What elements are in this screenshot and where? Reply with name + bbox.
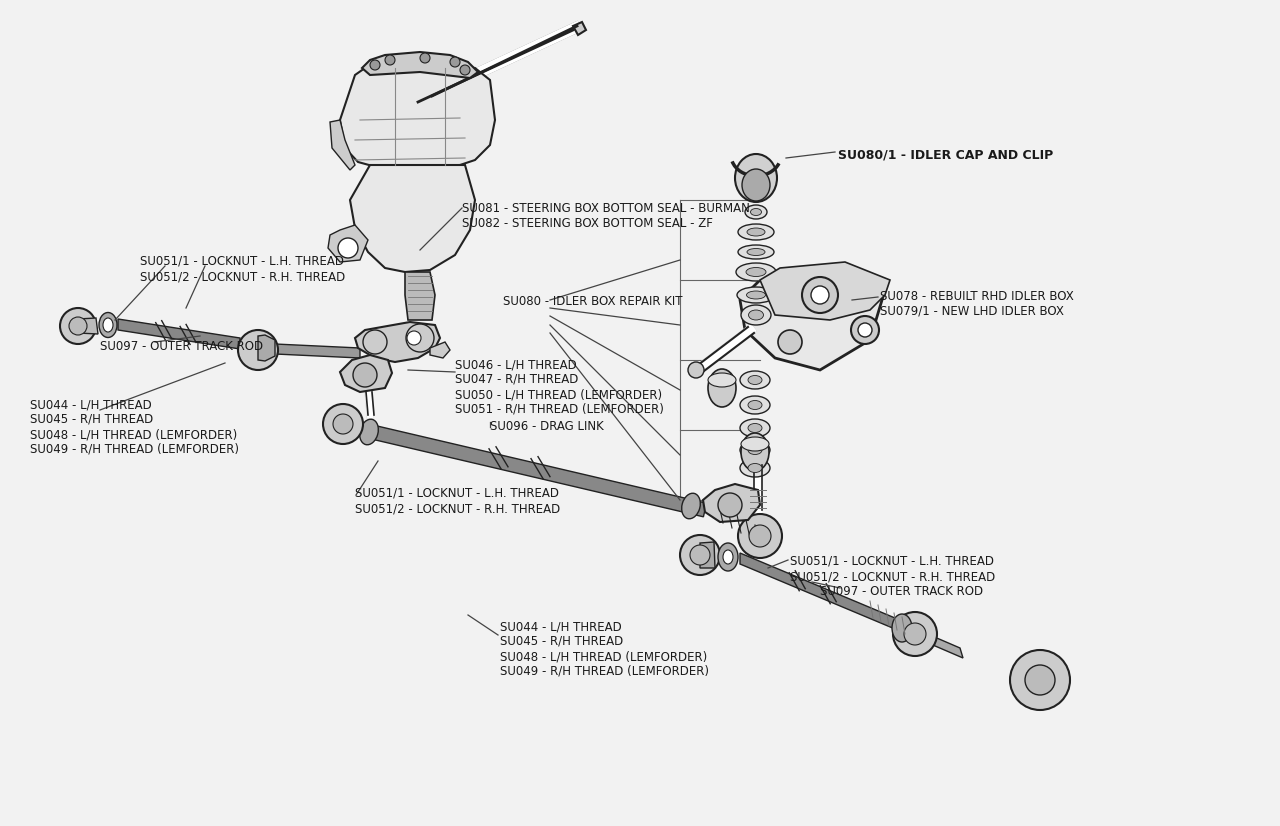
Ellipse shape — [723, 550, 733, 564]
Circle shape — [718, 493, 742, 517]
Text: SU051/1 - LOCKNUT - L.H. THREAD
SU051/2 - LOCKNUT - R.H. THREAD: SU051/1 - LOCKNUT - L.H. THREAD SU051/2 … — [355, 487, 561, 515]
Circle shape — [680, 535, 719, 575]
Ellipse shape — [99, 312, 116, 338]
Ellipse shape — [748, 228, 765, 236]
Circle shape — [778, 330, 803, 354]
Text: SU078 - REBUILT RHD IDLER BOX
SU079/1 - NEW LHD IDLER BOX: SU078 - REBUILT RHD IDLER BOX SU079/1 - … — [881, 290, 1074, 318]
Circle shape — [803, 277, 838, 313]
Circle shape — [893, 612, 937, 656]
Polygon shape — [340, 60, 495, 168]
Polygon shape — [78, 318, 99, 334]
Ellipse shape — [740, 419, 771, 437]
Circle shape — [904, 623, 925, 645]
Ellipse shape — [735, 154, 777, 202]
Ellipse shape — [740, 459, 771, 477]
Circle shape — [333, 414, 353, 434]
Ellipse shape — [748, 401, 762, 410]
Circle shape — [69, 317, 87, 335]
Ellipse shape — [718, 543, 739, 571]
Ellipse shape — [360, 420, 379, 444]
Circle shape — [385, 55, 396, 65]
Ellipse shape — [102, 318, 113, 332]
Polygon shape — [573, 22, 586, 35]
Polygon shape — [430, 342, 451, 358]
Ellipse shape — [748, 463, 762, 472]
Text: SU081 - STEERING BOX BOTTOM SEAL - BURMAN
SU082 - STEERING BOX BOTTOM SEAL - ZF: SU081 - STEERING BOX BOTTOM SEAL - BURMA… — [462, 202, 750, 230]
Polygon shape — [740, 265, 884, 370]
Ellipse shape — [741, 433, 769, 471]
Circle shape — [370, 60, 380, 70]
Circle shape — [690, 545, 710, 565]
Circle shape — [407, 331, 421, 345]
Circle shape — [749, 525, 771, 547]
Polygon shape — [703, 484, 760, 522]
Polygon shape — [349, 165, 475, 272]
Circle shape — [851, 316, 879, 344]
Circle shape — [1025, 665, 1055, 695]
Text: SU051/1 - LOCKNUT - L.H. THREAD
SU051/2 - LOCKNUT - R.H. THREAD: SU051/1 - LOCKNUT - L.H. THREAD SU051/2 … — [790, 555, 996, 583]
Circle shape — [60, 308, 96, 344]
Text: SU080/1 - IDLER CAP AND CLIP: SU080/1 - IDLER CAP AND CLIP — [838, 148, 1053, 161]
Ellipse shape — [736, 263, 776, 281]
Circle shape — [858, 323, 872, 337]
Circle shape — [812, 286, 829, 304]
Polygon shape — [330, 120, 355, 170]
Ellipse shape — [745, 205, 767, 219]
Text: SU080 - IDLER BOX REPAIR KIT: SU080 - IDLER BOX REPAIR KIT — [503, 295, 682, 308]
Text: SU044 - L/H THREAD
SU045 - R/H THREAD
SU048 - L/H THREAD (LEMFORDER)
SU049 - R/H: SU044 - L/H THREAD SU045 - R/H THREAD SU… — [500, 620, 709, 678]
Ellipse shape — [742, 169, 771, 201]
Text: SU097 - OUTER TRACK ROD: SU097 - OUTER TRACK ROD — [820, 585, 983, 598]
Circle shape — [353, 363, 378, 387]
Circle shape — [420, 53, 430, 63]
Circle shape — [406, 324, 434, 352]
Polygon shape — [740, 553, 895, 629]
Polygon shape — [259, 335, 275, 361]
Polygon shape — [362, 52, 477, 78]
Ellipse shape — [739, 224, 774, 240]
Polygon shape — [340, 355, 392, 392]
Ellipse shape — [748, 424, 762, 433]
Circle shape — [238, 330, 278, 370]
Text: SU096 - DRAG LINK: SU096 - DRAG LINK — [490, 420, 604, 433]
Ellipse shape — [708, 373, 736, 387]
Ellipse shape — [748, 249, 765, 255]
Circle shape — [338, 238, 358, 258]
Polygon shape — [118, 319, 241, 349]
Circle shape — [451, 57, 460, 67]
Ellipse shape — [892, 614, 911, 642]
Text: SU044 - L/H THREAD
SU045 - R/H THREAD
SU048 - L/H THREAD (LEMFORDER)
SU049 - R/H: SU044 - L/H THREAD SU045 - R/H THREAD SU… — [29, 398, 239, 456]
Circle shape — [364, 330, 387, 354]
Polygon shape — [700, 542, 716, 568]
Ellipse shape — [748, 376, 762, 384]
Ellipse shape — [682, 493, 700, 519]
Ellipse shape — [708, 369, 736, 407]
Text: SU046 - L/H THREAD
SU047 - R/H THREAD
SU050 - L/H THREAD (LEMFORDER)
SU051 - R/H: SU046 - L/H THREAD SU047 - R/H THREAD SU… — [454, 358, 664, 416]
Ellipse shape — [741, 305, 771, 325]
Ellipse shape — [750, 208, 762, 216]
Polygon shape — [355, 322, 440, 362]
Text: SU097 - OUTER TRACK ROD: SU097 - OUTER TRACK ROD — [100, 340, 264, 353]
Ellipse shape — [740, 396, 771, 414]
Circle shape — [689, 362, 704, 378]
Ellipse shape — [746, 268, 765, 277]
Polygon shape — [328, 225, 369, 262]
Ellipse shape — [737, 287, 774, 303]
Polygon shape — [353, 421, 707, 517]
Ellipse shape — [749, 310, 763, 320]
Circle shape — [460, 65, 470, 75]
Ellipse shape — [746, 291, 765, 299]
Circle shape — [739, 514, 782, 558]
Polygon shape — [275, 344, 360, 358]
Polygon shape — [895, 620, 963, 658]
Ellipse shape — [740, 441, 771, 459]
Text: SU051/1 - LOCKNUT - L.H. THREAD
SU051/2 - LOCKNUT - R.H. THREAD: SU051/1 - LOCKNUT - L.H. THREAD SU051/2 … — [140, 255, 346, 283]
Polygon shape — [404, 272, 435, 320]
Circle shape — [323, 404, 364, 444]
Ellipse shape — [741, 437, 769, 451]
Ellipse shape — [748, 445, 762, 454]
Polygon shape — [760, 262, 890, 320]
Ellipse shape — [740, 371, 771, 389]
Ellipse shape — [739, 245, 774, 259]
Circle shape — [1010, 650, 1070, 710]
